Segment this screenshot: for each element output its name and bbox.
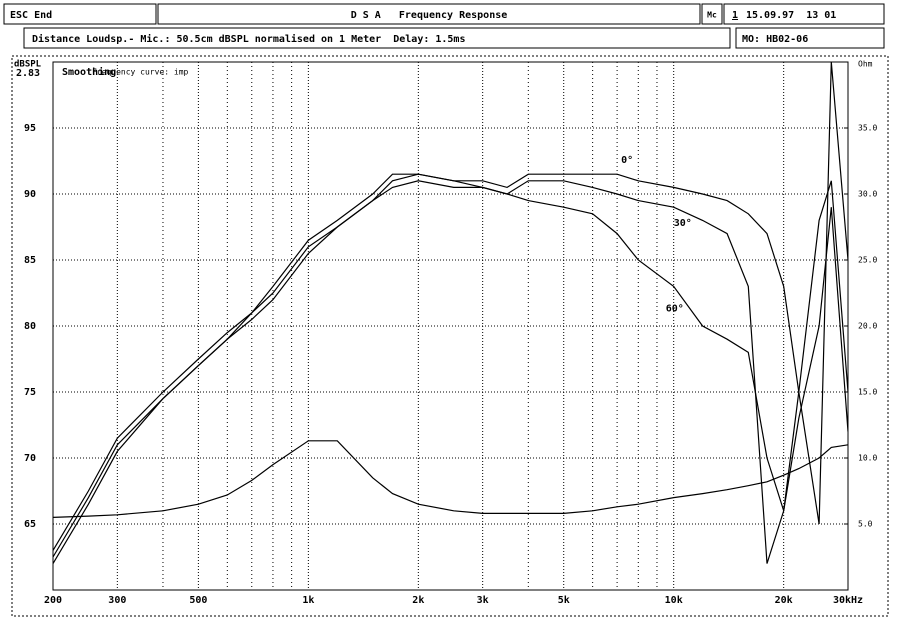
y2-tick-label: 30.0 (858, 190, 877, 199)
y2-tick-label: 25.0 (858, 256, 877, 265)
y2-tick-label: 15.0 (858, 388, 877, 397)
y-tick-label: 90 (24, 189, 36, 200)
header: ESC End D S A Frequency Response Mc 1 15… (3, 3, 885, 49)
x-tick-label: 20k (775, 595, 793, 606)
curve (53, 173, 848, 564)
date: 15.09.97 13 01 (746, 10, 836, 21)
curve-label: 60° (666, 303, 684, 314)
y-tick-label: 70 (24, 453, 36, 464)
x-tick-label: 500 (189, 595, 207, 606)
frame (11, 55, 889, 617)
x-tick-label: 10k (665, 595, 683, 606)
page-number: 1 (732, 10, 738, 21)
box (23, 27, 731, 49)
curve (53, 180, 848, 564)
x-tick-label: 3k (477, 595, 489, 606)
x-tick-label: 30kHz (833, 595, 863, 606)
title: D S A Frequency Response (351, 10, 508, 21)
model: MO: HB02-06 (742, 34, 808, 45)
curve-label: 30° (674, 218, 692, 229)
y-tick-label: 95 (24, 123, 36, 134)
y2-tick-label: 5.0 (858, 520, 873, 529)
curve-label: 0° (621, 155, 633, 166)
box (735, 27, 885, 49)
y2-tick-label: 10.0 (858, 454, 877, 463)
x-tick-label: 5k (558, 595, 570, 606)
y-axis-label: dBSPL (14, 60, 42, 70)
curve (53, 62, 848, 551)
voltage-label: 2.83 (16, 68, 40, 79)
x-tick-label: 300 (108, 595, 126, 606)
box (3, 3, 157, 25)
y2-tick-label: 20.0 (858, 322, 877, 331)
annotation: Smoothing (62, 66, 116, 78)
y2-axis-label: Ohm (858, 60, 873, 69)
y-tick-label: 65 (24, 519, 36, 530)
x-tick-label: 2k (412, 595, 424, 606)
annotation: Frequency curve: imp (92, 68, 189, 77)
y2-tick-label: 35.0 (858, 124, 877, 133)
y-tick-label: 85 (24, 255, 36, 266)
y-tick-label: 80 (24, 321, 36, 332)
curves (53, 62, 848, 564)
y-tick-label: 75 (24, 387, 36, 398)
x-tick-label: 1k (302, 595, 314, 606)
box (723, 3, 885, 25)
escape[interactable]: ESC End (10, 10, 52, 21)
box (701, 3, 723, 25)
info: Distance Loudsp.- Mic.: 50.5cm dBSPL nor… (32, 33, 465, 45)
box (157, 3, 701, 25)
icon[interactable]: Mc (707, 11, 717, 20)
x-tick-label: 200 (44, 595, 62, 606)
curve (53, 440, 848, 518)
